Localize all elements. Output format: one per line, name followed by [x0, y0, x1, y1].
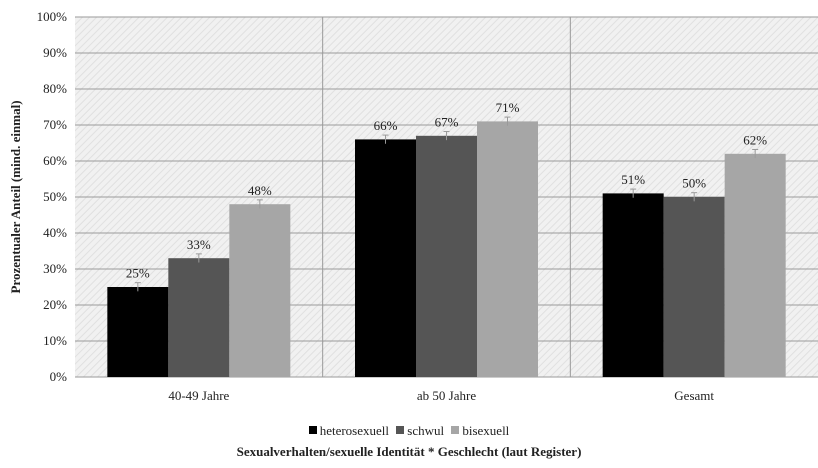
y-tick-label: 60% [43, 153, 67, 168]
bar [602, 193, 664, 377]
legend: heterosexuell schwul bisexuell [0, 423, 818, 439]
y-tick-label: 20% [43, 297, 67, 312]
y-tick-label: 40% [43, 225, 67, 240]
data-label: 66% [374, 118, 398, 133]
x-tick-label: Gesamt [674, 388, 714, 403]
legend-swatch-schwul [396, 426, 405, 434]
y-tick-label: 100% [37, 9, 68, 24]
legend-item-bisexuell: bisexuell [451, 423, 509, 439]
x-tick-label: 40-49 Jahre [168, 388, 229, 403]
bar [168, 258, 230, 377]
x-axis-title: Sexualverhalten/sexuelle Identität * Ges… [236, 444, 582, 459]
data-label: 25% [126, 266, 150, 281]
data-label: 62% [743, 132, 767, 147]
legend-item-schwul: schwul [396, 423, 444, 439]
bar [477, 121, 538, 378]
data-label: 51% [621, 172, 645, 187]
bar [229, 204, 291, 377]
y-tick-label: 90% [43, 45, 67, 60]
y-tick-label: 0% [50, 369, 68, 384]
data-label: 67% [435, 114, 459, 129]
y-tick-label: 70% [43, 117, 67, 132]
bar [107, 287, 169, 377]
data-label: 71% [496, 100, 520, 115]
data-label: 50% [682, 176, 706, 191]
data-label: 48% [248, 183, 272, 198]
bar [416, 135, 477, 377]
legend-label-heterosexuell: heterosexuell [319, 423, 390, 438]
legend-label-schwul: schwul [407, 423, 445, 438]
y-tick-label: 80% [43, 81, 67, 96]
y-tick-label: 10% [43, 333, 67, 348]
bar [355, 139, 416, 377]
y-tick-label: 50% [43, 189, 67, 204]
data-label: 33% [187, 237, 211, 252]
bar-chart: 25% 33% 48% 66% 67% 71% 51% 50% 62% 0% 10% 20% 30% 4… [8, 9, 818, 403]
legend-swatch-heterosexuell [308, 426, 317, 434]
legend-item-heterosexuell: heterosexuell [308, 423, 390, 439]
bar [724, 153, 786, 377]
legend-swatch-bisexuell [451, 426, 460, 434]
x-tick-label: ab 50 Jahre [417, 388, 476, 403]
bar [663, 197, 725, 377]
y-tick-label: 30% [43, 261, 67, 276]
y-axis-title: Prozentualer Anteil (mind. einmal) [8, 100, 23, 293]
legend-label-bisexuell: bisexuell [462, 423, 510, 438]
